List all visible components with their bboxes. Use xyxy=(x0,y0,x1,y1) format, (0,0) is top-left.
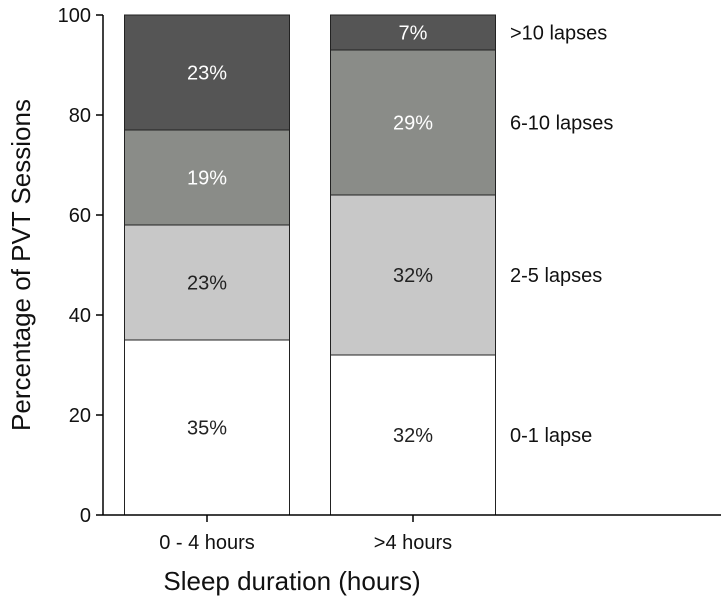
data-label-10-lapses-0-4-hours: 23% xyxy=(187,63,227,85)
series-label-0-1-lapse: 0-1 lapse xyxy=(510,425,592,447)
y-tick-label: 40 xyxy=(69,305,91,327)
series-label-6-10-lapses: 6-10 lapses xyxy=(510,113,613,135)
bar-segment-10-lapses-0-4-hours xyxy=(124,14,290,131)
y-axis-title: Percentage of PVT Sessions xyxy=(6,99,36,431)
y-tick-label: 20 xyxy=(69,405,91,427)
segment-labels-group: 35% 23% 19% 23% 32% 32% 29% 7% xyxy=(187,23,433,448)
y-tick-label: 100 xyxy=(58,5,91,27)
data-label-2-5-lapses-0-4-hours: 23% xyxy=(187,273,227,295)
bar-segment-6-10-lapses-4-hours xyxy=(330,49,496,196)
bar-segment-0-1-lapse-4-hours xyxy=(330,354,496,516)
data-label-6-10-lapses-0-4-hours: 19% xyxy=(187,168,227,190)
series-label-2-5-lapses: 2-5 lapses xyxy=(510,265,602,287)
y-tick-label: 0 xyxy=(80,505,91,527)
x-tick-label-4-hours: >4 hours xyxy=(374,532,452,554)
bar-segment-2-5-lapses-0-4-hours xyxy=(124,224,290,341)
y-tick-label: 80 xyxy=(69,105,91,127)
data-label-2-5-lapses-4-hours: 32% xyxy=(393,265,433,287)
bar-segment-10-lapses-4-hours xyxy=(330,14,496,51)
y-tick-label: 60 xyxy=(69,205,91,227)
x-axis-title: Sleep duration (hours) xyxy=(163,566,420,596)
data-label-6-10-lapses-4-hours: 29% xyxy=(393,113,433,135)
axes-group xyxy=(102,15,721,516)
data-label-0-1-lapse-0-4-hours: 35% xyxy=(187,418,227,440)
x-ticks-group: 0 - 4 hours >4 hours xyxy=(159,515,452,554)
y-ticks-group: 0 20 40 60 80 100 xyxy=(58,5,103,527)
data-label-10-lapses-4-hours: 7% xyxy=(399,23,428,45)
series-labels-group: 0-1 lapse 2-5 lapses 6-10 lapses >10 lapses xyxy=(510,23,613,448)
bar-segment-2-5-lapses-4-hours xyxy=(330,194,496,356)
bar-segment-0-1-lapse-0-4-hours xyxy=(124,339,290,516)
data-label-0-1-lapse-4-hours: 32% xyxy=(393,425,433,447)
bars-group xyxy=(124,14,496,516)
series-label-10-lapses: >10 lapses xyxy=(510,23,607,45)
x-tick-label-0-4-hours: 0 - 4 hours xyxy=(159,532,255,554)
